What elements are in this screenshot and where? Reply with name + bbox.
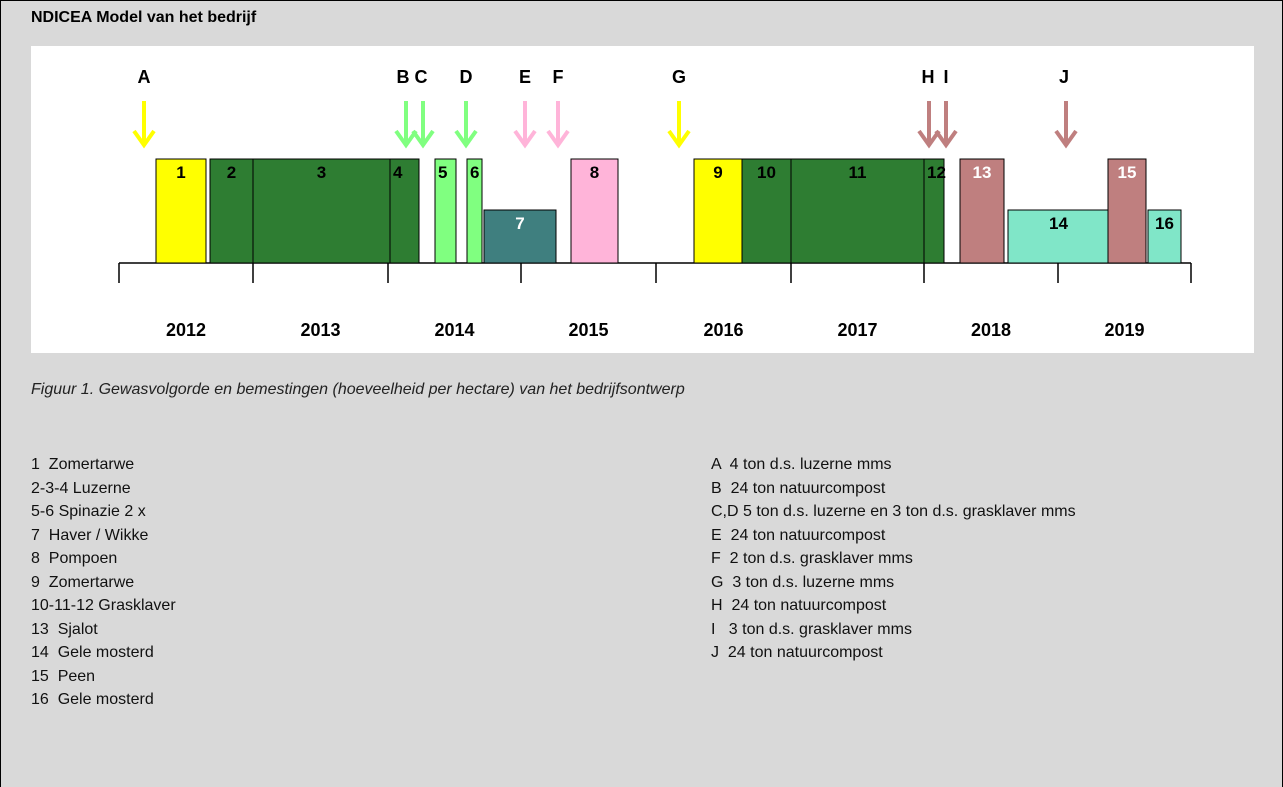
legend-item: I 3 ton d.s. grasklaver mms [711, 620, 912, 638]
crop-bar [741, 158, 792, 264]
fertilization-letter: G [672, 67, 686, 87]
legend-item: A 4 ton d.s. luzerne mms [711, 456, 892, 473]
legend-item: H 24 ton natuurcompost [711, 597, 887, 614]
crop-label: 4 [393, 163, 403, 182]
fertilization-arrow [513, 101, 537, 149]
crop-label: 16 [1155, 214, 1174, 233]
legend-item: F 2 ton d.s. grasklaver mms [711, 550, 913, 567]
year-label: 2013 [300, 320, 340, 340]
crop-bar [1107, 158, 1147, 264]
legend-item: 7 Haver / Wikke [31, 526, 149, 544]
fertilization-arrow [394, 101, 418, 149]
fertilization-arrow [917, 101, 941, 149]
crop-bar [570, 158, 619, 264]
crop-label: 14 [1049, 214, 1068, 233]
year-label: 2014 [434, 320, 474, 340]
legend-item: 9 Zomertarwe [31, 573, 135, 591]
legend-item: E 24 ton natuurcompost [711, 526, 886, 544]
caption: Figuur 1. Gewasvolgorde en bemestingen (… [31, 381, 685, 398]
crop-label: 15 [1118, 163, 1137, 182]
legend-item: 8 Pompoen [31, 550, 118, 567]
year-label: 2017 [837, 320, 877, 340]
crop-label: 3 [317, 163, 326, 182]
fertilization-letter: B [397, 67, 410, 87]
crop-label: 9 [713, 163, 722, 182]
crop-label: 10 [757, 163, 776, 182]
crop-label: 13 [973, 163, 992, 182]
legend-item: 16 Gele mosterd [31, 691, 154, 708]
crop-legend: 1 Zomertarwe 2-3-4 Luzerne 5-6 Spinazie 2 … [31, 453, 176, 712]
fertilization-legend: A 4 ton d.s. luzerne mms B 24 ton natuurc… [711, 453, 1076, 665]
crop-bar [1147, 209, 1182, 264]
crop-label: 12 [927, 163, 946, 182]
fertilization-arrow [667, 101, 691, 149]
crop-bar [389, 158, 420, 264]
crop-label: 2 [227, 163, 236, 182]
crop-bar [693, 158, 743, 264]
crop-bar [923, 158, 945, 264]
legend-item: 5-6 Spinazie 2 x [31, 503, 146, 520]
legend-item: B 24 ton natuurcompost [711, 479, 886, 497]
legend-item: 15 Peen [31, 667, 96, 685]
crop-label: 6 [470, 163, 479, 182]
fertilization-arrow [1054, 101, 1078, 149]
legend-item: 13 Sjalot [31, 620, 98, 638]
legend-item: 14 Gele mosterd [31, 644, 154, 661]
year-label: 2019 [1104, 320, 1144, 340]
crop-bar [209, 158, 254, 264]
title: NDICEA Model van het bedrijf [31, 9, 257, 26]
crop-label: 1 [176, 163, 185, 182]
fertilization-letter: J [1059, 67, 1069, 87]
legend-item: J 24 ton natuurcompost [711, 644, 883, 661]
crop-label: 7 [515, 214, 524, 233]
legend-item: C,D 5 ton d.s. luzerne en 3 ton d.s. gra… [711, 503, 1076, 520]
crop-bar [959, 158, 1005, 264]
legend-item: 10-11-12 Grasklaver [31, 597, 176, 614]
legend-item: 1 Zomertarwe [31, 456, 135, 473]
legend-item: G 3 ton d.s. luzerne mms [711, 573, 895, 591]
fertilization-letter: D [460, 67, 473, 87]
year-label: 2015 [568, 320, 608, 340]
fertilization-arrow [934, 101, 958, 149]
fertilization-letter: I [943, 67, 948, 87]
crop-bar [790, 158, 925, 264]
fertilization-arrow [411, 101, 435, 149]
crop-bar [252, 158, 391, 264]
crop-bar [466, 158, 483, 264]
year-label: 2018 [971, 320, 1011, 340]
crop-bar [1007, 209, 1110, 264]
fertilization-letter: A [138, 67, 151, 87]
fertilization-arrow [454, 101, 478, 149]
year-label: 2016 [703, 320, 743, 340]
fertilization-letter: C [415, 67, 428, 87]
crop-bar [434, 158, 457, 264]
fertilization-letter: F [553, 67, 564, 87]
crop-bar [155, 158, 207, 264]
legend-item: 2-3-4 Luzerne [31, 479, 131, 497]
crop-bar [483, 209, 557, 264]
fertilization-letter: E [519, 67, 531, 87]
year-label: 2012 [166, 320, 206, 340]
crop-label: 8 [590, 163, 599, 182]
crop-label: 5 [438, 163, 447, 182]
fertilization-arrow [546, 101, 570, 149]
fertilization-letter: H [922, 67, 935, 87]
fertilization-arrow [132, 101, 156, 149]
crop-label: 11 [849, 163, 867, 182]
